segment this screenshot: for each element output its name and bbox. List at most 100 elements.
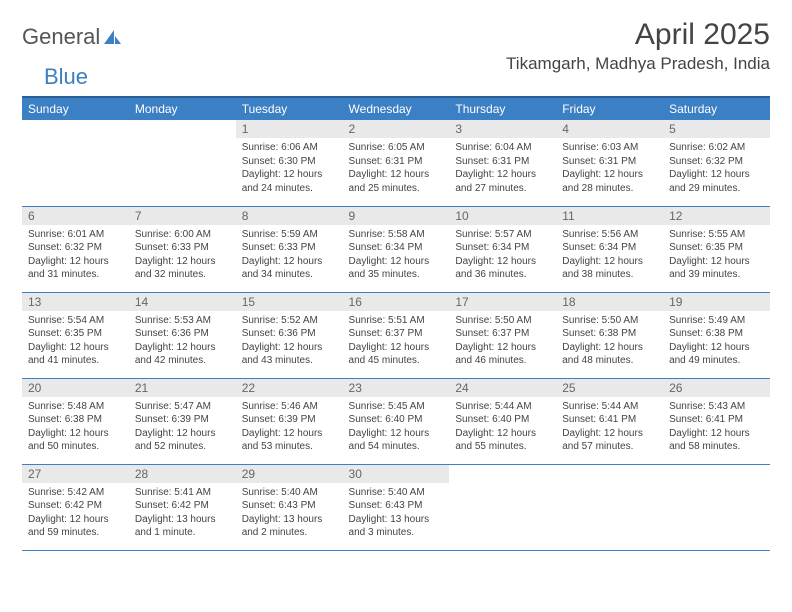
day-details: Sunrise: 6:00 AMSunset: 6:33 PMDaylight:… <box>129 225 236 286</box>
day-cell-26: 26Sunrise: 5:43 AMSunset: 6:41 PMDayligh… <box>663 378 770 464</box>
daylight-line: Daylight: 12 hours and 38 minutes. <box>562 256 643 281</box>
sunrise-line: Sunrise: 6:05 AM <box>349 142 425 153</box>
daylight-line: Daylight: 12 hours and 54 minutes. <box>349 428 430 453</box>
daylight-line: Daylight: 12 hours and 49 minutes. <box>669 342 750 367</box>
daylight-line: Daylight: 12 hours and 31 minutes. <box>28 256 109 281</box>
day-cell-17: 17Sunrise: 5:50 AMSunset: 6:37 PMDayligh… <box>449 292 556 378</box>
daylight-line: Daylight: 12 hours and 35 minutes. <box>349 256 430 281</box>
day-cell-25: 25Sunrise: 5:44 AMSunset: 6:41 PMDayligh… <box>556 378 663 464</box>
day-number: 19 <box>663 293 770 311</box>
sunrise-line: Sunrise: 5:44 AM <box>562 401 638 412</box>
day-number: 14 <box>129 293 236 311</box>
empty-cell <box>449 464 556 550</box>
sunrise-line: Sunrise: 5:50 AM <box>562 315 638 326</box>
daylight-line: Daylight: 13 hours and 2 minutes. <box>242 514 323 539</box>
day-number: 22 <box>236 379 343 397</box>
day-number: 12 <box>663 207 770 225</box>
daylight-line: Daylight: 12 hours and 46 minutes. <box>455 342 536 367</box>
title-block: April 2025 Tikamgarh, Madhya Pradesh, In… <box>506 18 770 74</box>
calendar-row: 27Sunrise: 5:42 AMSunset: 6:42 PMDayligh… <box>22 464 770 550</box>
day-details: Sunrise: 5:49 AMSunset: 6:38 PMDaylight:… <box>663 311 770 372</box>
daylight-line: Daylight: 12 hours and 24 minutes. <box>242 169 323 194</box>
day-details: Sunrise: 5:42 AMSunset: 6:42 PMDaylight:… <box>22 483 129 544</box>
daylight-line: Daylight: 12 hours and 43 minutes. <box>242 342 323 367</box>
day-number: 11 <box>556 207 663 225</box>
month-title: April 2025 <box>506 18 770 52</box>
daylight-line: Daylight: 13 hours and 3 minutes. <box>349 514 430 539</box>
sunset-line: Sunset: 6:31 PM <box>562 156 636 167</box>
sunrise-line: Sunrise: 5:43 AM <box>669 401 745 412</box>
sunset-line: Sunset: 6:36 PM <box>135 328 209 339</box>
sunrise-line: Sunrise: 5:48 AM <box>28 401 104 412</box>
day-number: 8 <box>236 207 343 225</box>
day-cell-20: 20Sunrise: 5:48 AMSunset: 6:38 PMDayligh… <box>22 378 129 464</box>
daylight-line: Daylight: 12 hours and 50 minutes. <box>28 428 109 453</box>
sunrise-line: Sunrise: 5:58 AM <box>349 229 425 240</box>
sunset-line: Sunset: 6:43 PM <box>349 500 423 511</box>
day-details: Sunrise: 5:47 AMSunset: 6:39 PMDaylight:… <box>129 397 236 458</box>
day-number: 6 <box>22 207 129 225</box>
sunset-line: Sunset: 6:39 PM <box>135 414 209 425</box>
day-number: 17 <box>449 293 556 311</box>
day-cell-18: 18Sunrise: 5:50 AMSunset: 6:38 PMDayligh… <box>556 292 663 378</box>
day-cell-30: 30Sunrise: 5:40 AMSunset: 6:43 PMDayligh… <box>343 464 450 550</box>
sunset-line: Sunset: 6:36 PM <box>242 328 316 339</box>
day-cell-24: 24Sunrise: 5:44 AMSunset: 6:40 PMDayligh… <box>449 378 556 464</box>
day-number: 20 <box>22 379 129 397</box>
day-details: Sunrise: 5:58 AMSunset: 6:34 PMDaylight:… <box>343 225 450 286</box>
sunset-line: Sunset: 6:31 PM <box>349 156 423 167</box>
sunrise-line: Sunrise: 5:41 AM <box>135 487 211 498</box>
day-cell-13: 13Sunrise: 5:54 AMSunset: 6:35 PMDayligh… <box>22 292 129 378</box>
sunset-line: Sunset: 6:41 PM <box>562 414 636 425</box>
day-details: Sunrise: 5:40 AMSunset: 6:43 PMDaylight:… <box>343 483 450 544</box>
sunrise-line: Sunrise: 5:59 AM <box>242 229 318 240</box>
sunset-line: Sunset: 6:34 PM <box>562 242 636 253</box>
day-number: 7 <box>129 207 236 225</box>
day-cell-15: 15Sunrise: 5:52 AMSunset: 6:36 PMDayligh… <box>236 292 343 378</box>
daylight-line: Daylight: 12 hours and 53 minutes. <box>242 428 323 453</box>
calendar-row: 20Sunrise: 5:48 AMSunset: 6:38 PMDayligh… <box>22 378 770 464</box>
day-details: Sunrise: 6:05 AMSunset: 6:31 PMDaylight:… <box>343 138 450 199</box>
day-details: Sunrise: 6:06 AMSunset: 6:30 PMDaylight:… <box>236 138 343 199</box>
day-cell-14: 14Sunrise: 5:53 AMSunset: 6:36 PMDayligh… <box>129 292 236 378</box>
daylight-line: Daylight: 12 hours and 45 minutes. <box>349 342 430 367</box>
location: Tikamgarh, Madhya Pradesh, India <box>506 54 770 74</box>
daylight-line: Daylight: 12 hours and 27 minutes. <box>455 169 536 194</box>
empty-cell <box>129 120 236 206</box>
day-cell-3: 3Sunrise: 6:04 AMSunset: 6:31 PMDaylight… <box>449 120 556 206</box>
day-details: Sunrise: 6:03 AM Sunset: 6:31 PM Daylight:… <box>556 138 663 199</box>
day-cell-5: 5Sunrise: 6:02 AMSunset: 6:32 PMDaylight… <box>663 120 770 206</box>
daylight-line: Daylight: 13 hours and 1 minute. <box>135 514 216 539</box>
day-details: Sunrise: 5:51 AMSunset: 6:37 PMDaylight:… <box>343 311 450 372</box>
sunset-line: Sunset: 6:33 PM <box>135 242 209 253</box>
logo-text-2: Blue <box>44 64 88 90</box>
day-details: Sunrise: 5:50 AMSunset: 6:38 PMDaylight:… <box>556 311 663 372</box>
day-details: Sunrise: 6:01 AMSunset: 6:32 PMDaylight:… <box>22 225 129 286</box>
day-details: Sunrise: 5:55 AMSunset: 6:35 PMDaylight:… <box>663 225 770 286</box>
daylight-line: Daylight: 12 hours and 59 minutes. <box>28 514 109 539</box>
day-cell-8: 8Sunrise: 5:59 AMSunset: 6:33 PMDaylight… <box>236 206 343 292</box>
sunrise-line: Sunrise: 6:03 AM <box>562 142 638 153</box>
empty-cell <box>22 120 129 206</box>
bottom-rule <box>22 550 770 551</box>
day-cell-12: 12Sunrise: 5:55 AMSunset: 6:35 PMDayligh… <box>663 206 770 292</box>
day-cell-19: 19Sunrise: 5:49 AMSunset: 6:38 PMDayligh… <box>663 292 770 378</box>
sunset-line: Sunset: 6:38 PM <box>562 328 636 339</box>
weekday-thursday: Thursday <box>449 97 556 120</box>
day-number: 5 <box>663 120 770 138</box>
day-number: 26 <box>663 379 770 397</box>
sunset-line: Sunset: 6:41 PM <box>669 414 743 425</box>
day-details: Sunrise: 5:46 AMSunset: 6:39 PMDaylight:… <box>236 397 343 458</box>
day-number: 28 <box>129 465 236 483</box>
day-number: 23 <box>343 379 450 397</box>
sunrise-line: Sunrise: 6:04 AM <box>455 142 531 153</box>
day-details: Sunrise: 5:41 AMSunset: 6:42 PMDaylight:… <box>129 483 236 544</box>
daylight-line: Daylight: 12 hours and 28 minutes. <box>562 169 643 194</box>
calendar-row: 1Sunrise: 6:06 AMSunset: 6:30 PMDaylight… <box>22 120 770 206</box>
daylight-line: Daylight: 12 hours and 55 minutes. <box>455 428 536 453</box>
day-number: 3 <box>449 120 556 138</box>
sunrise-line: Sunrise: 5:51 AM <box>349 315 425 326</box>
daylight-line: Daylight: 12 hours and 52 minutes. <box>135 428 216 453</box>
day-details: Sunrise: 5:53 AMSunset: 6:36 PMDaylight:… <box>129 311 236 372</box>
sunset-line: Sunset: 6:37 PM <box>455 328 529 339</box>
